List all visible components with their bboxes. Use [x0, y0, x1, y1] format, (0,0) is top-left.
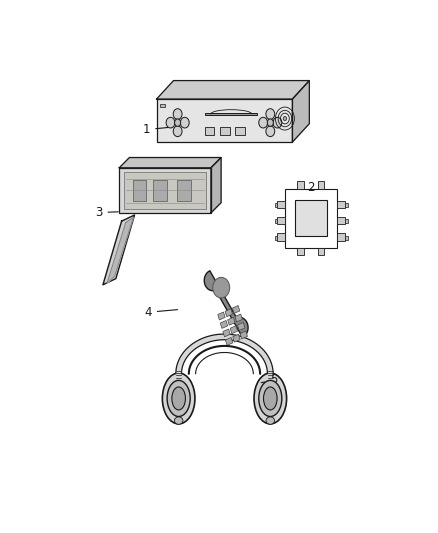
Polygon shape [107, 217, 133, 283]
Circle shape [166, 117, 175, 128]
Circle shape [175, 119, 181, 126]
Polygon shape [235, 314, 242, 322]
Polygon shape [233, 305, 240, 313]
Polygon shape [230, 326, 237, 334]
Polygon shape [204, 271, 248, 337]
Bar [275, 203, 277, 207]
Bar [220, 127, 230, 135]
Bar [275, 219, 277, 223]
Polygon shape [218, 312, 225, 320]
Bar [285, 189, 337, 248]
Ellipse shape [264, 387, 277, 410]
Text: 3: 3 [95, 206, 118, 219]
Bar [295, 200, 327, 236]
Bar [153, 180, 167, 200]
Circle shape [266, 109, 275, 119]
Ellipse shape [266, 417, 275, 424]
Circle shape [283, 117, 286, 120]
Circle shape [266, 126, 275, 136]
Bar [177, 180, 191, 200]
Text: 5: 5 [261, 374, 277, 386]
Bar [124, 172, 206, 209]
Bar [275, 236, 277, 240]
Text: 4: 4 [145, 306, 177, 319]
Bar [205, 127, 214, 135]
Polygon shape [156, 80, 309, 99]
Bar [133, 180, 146, 200]
Ellipse shape [167, 381, 190, 416]
Ellipse shape [254, 373, 286, 424]
Circle shape [273, 117, 282, 128]
Circle shape [180, 117, 189, 128]
Polygon shape [220, 320, 228, 328]
Circle shape [213, 277, 230, 298]
Polygon shape [293, 80, 309, 142]
Circle shape [173, 109, 182, 119]
Bar [297, 248, 304, 255]
Polygon shape [226, 337, 233, 345]
Circle shape [259, 117, 268, 128]
Circle shape [173, 126, 182, 136]
Text: 2: 2 [307, 181, 315, 193]
Polygon shape [223, 329, 230, 337]
Bar [345, 236, 347, 240]
Bar [318, 181, 324, 189]
Polygon shape [240, 331, 247, 339]
Polygon shape [103, 215, 134, 285]
Bar [345, 203, 347, 207]
Bar [297, 181, 304, 189]
Bar [337, 217, 345, 224]
Polygon shape [233, 334, 240, 342]
Bar [337, 233, 345, 241]
Polygon shape [228, 317, 235, 325]
Bar [277, 200, 285, 208]
Bar [119, 168, 211, 213]
Ellipse shape [172, 387, 185, 410]
Bar [277, 217, 285, 224]
Bar [345, 219, 347, 223]
Bar [160, 104, 165, 107]
Circle shape [267, 119, 273, 126]
Polygon shape [119, 158, 221, 168]
Ellipse shape [162, 373, 195, 424]
Polygon shape [211, 158, 221, 213]
Polygon shape [237, 322, 245, 330]
Bar [337, 200, 345, 208]
Bar [318, 248, 324, 255]
Polygon shape [225, 309, 233, 317]
Bar [205, 112, 257, 116]
Bar [156, 99, 292, 142]
Ellipse shape [174, 417, 183, 424]
Bar [277, 233, 285, 241]
Ellipse shape [259, 381, 282, 416]
Text: 1: 1 [143, 123, 173, 136]
Bar [235, 127, 245, 135]
